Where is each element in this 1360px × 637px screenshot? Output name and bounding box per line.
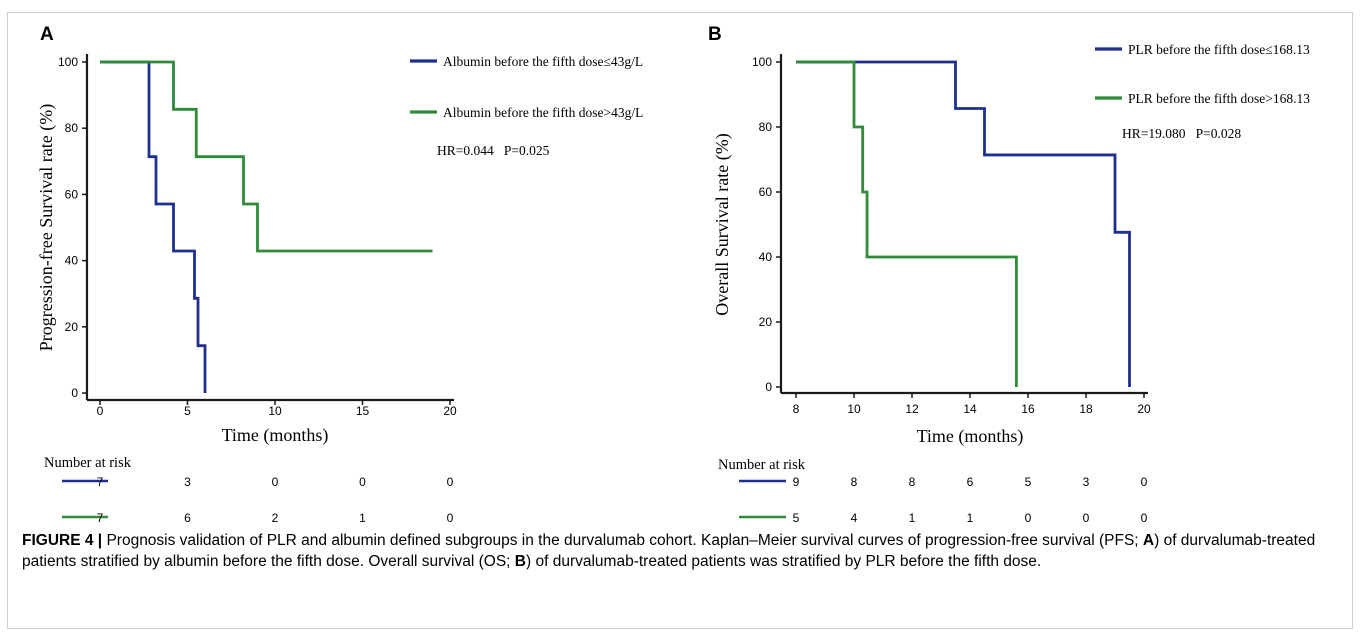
legend-entry: PLR before the fifth dose>168.13 xyxy=(1128,91,1310,106)
legend-entry: Albumin before the fifth dose>43g/L xyxy=(443,105,643,120)
risk-count: 0 xyxy=(1025,511,1032,525)
risk-count: 1 xyxy=(967,511,974,525)
y-tick-label: 80 xyxy=(759,120,773,134)
y-tick-label: 20 xyxy=(759,315,773,329)
risk-count: 5 xyxy=(1025,475,1032,489)
y-tick-label: 0 xyxy=(765,380,772,394)
risk-count: 6 xyxy=(184,511,191,525)
km-curve-series-2 xyxy=(100,60,433,253)
hr-p-annotation: HR=19.080 P=0.028 xyxy=(1122,126,1241,141)
risk-table-title: Number at risk xyxy=(44,455,132,471)
risk-count: 9 xyxy=(793,475,800,489)
risk-count: 8 xyxy=(909,475,916,489)
risk-count: 3 xyxy=(184,475,191,489)
caption-label: FIGURE 4 | xyxy=(22,532,103,549)
risk-count: 6 xyxy=(967,475,974,489)
x-axis-label: Time (months) xyxy=(222,425,329,446)
x-tick-label: 12 xyxy=(905,402,919,416)
panel-label: A xyxy=(40,24,54,45)
y-axis-label: Overall Survival rate (%) xyxy=(712,133,733,315)
x-tick-label: 5 xyxy=(184,404,191,418)
caption-text-3: ) of durvalumab-treated patients was str… xyxy=(526,553,1042,570)
risk-count: 0 xyxy=(272,475,279,489)
caption-text-2: ) of durvalumab-treated patients stratif… xyxy=(22,532,1316,570)
y-tick-label: 60 xyxy=(65,187,79,201)
figure-caption: FIGURE 4 | Prognosis validation of PLR a… xyxy=(22,530,1342,572)
x-tick-label: 10 xyxy=(268,404,282,418)
risk-count: 5 xyxy=(793,511,800,525)
hr-p-annotation: HR=0.044 P=0.025 xyxy=(437,143,550,158)
risk-count: 2 xyxy=(272,511,279,525)
y-tick-label: 40 xyxy=(759,250,773,264)
x-tick-label: 10 xyxy=(847,402,861,416)
x-tick-label: 8 xyxy=(793,402,800,416)
panel-label: B xyxy=(708,24,722,45)
risk-count: 0 xyxy=(447,511,454,525)
y-tick-label: 20 xyxy=(65,320,79,334)
y-tick-label: 60 xyxy=(759,185,773,199)
x-axis-label: Time (months) xyxy=(917,426,1024,447)
legend-entry: PLR before the fifth dose≤168.13 xyxy=(1128,42,1310,57)
y-tick-label: 40 xyxy=(65,254,79,268)
risk-count: 8 xyxy=(851,475,858,489)
caption-ref-a: A xyxy=(1142,532,1155,549)
x-tick-label: 16 xyxy=(1021,402,1035,416)
y-axis-label: Progression-free Survival rate (%) xyxy=(36,104,57,351)
x-tick-label: 20 xyxy=(443,404,457,418)
x-tick-label: 0 xyxy=(97,404,104,418)
y-tick-label: 100 xyxy=(58,55,78,69)
risk-count: 0 xyxy=(359,475,366,489)
y-tick-label: 100 xyxy=(752,55,772,69)
km-curve-series-1 xyxy=(100,60,207,393)
risk-count: 4 xyxy=(851,511,858,525)
risk-count: 1 xyxy=(909,511,916,525)
risk-count: 0 xyxy=(1083,511,1090,525)
risk-count: 1 xyxy=(359,511,366,525)
risk-count: 7 xyxy=(97,475,104,489)
km-curve-series-1 xyxy=(796,60,1131,387)
y-tick-label: 80 xyxy=(65,121,79,135)
y-tick-label: 0 xyxy=(71,386,78,400)
risk-count: 0 xyxy=(1141,475,1148,489)
x-tick-label: 14 xyxy=(963,402,977,416)
caption-ref-b: B xyxy=(514,553,526,570)
km-curve-series-2 xyxy=(796,60,1018,387)
risk-table-title: Number at risk xyxy=(718,457,806,473)
x-tick-label: 18 xyxy=(1079,402,1093,416)
x-tick-label: 20 xyxy=(1137,402,1151,416)
risk-count: 7 xyxy=(97,511,104,525)
x-tick-label: 15 xyxy=(356,404,370,418)
legend-entry: Albumin before the fifth dose≤43g/L xyxy=(443,54,643,69)
risk-count: 0 xyxy=(1141,511,1148,525)
risk-count: 3 xyxy=(1083,475,1090,489)
caption-text-1: Prognosis validation of PLR and albumin … xyxy=(102,532,1143,549)
risk-count: 0 xyxy=(447,475,454,489)
